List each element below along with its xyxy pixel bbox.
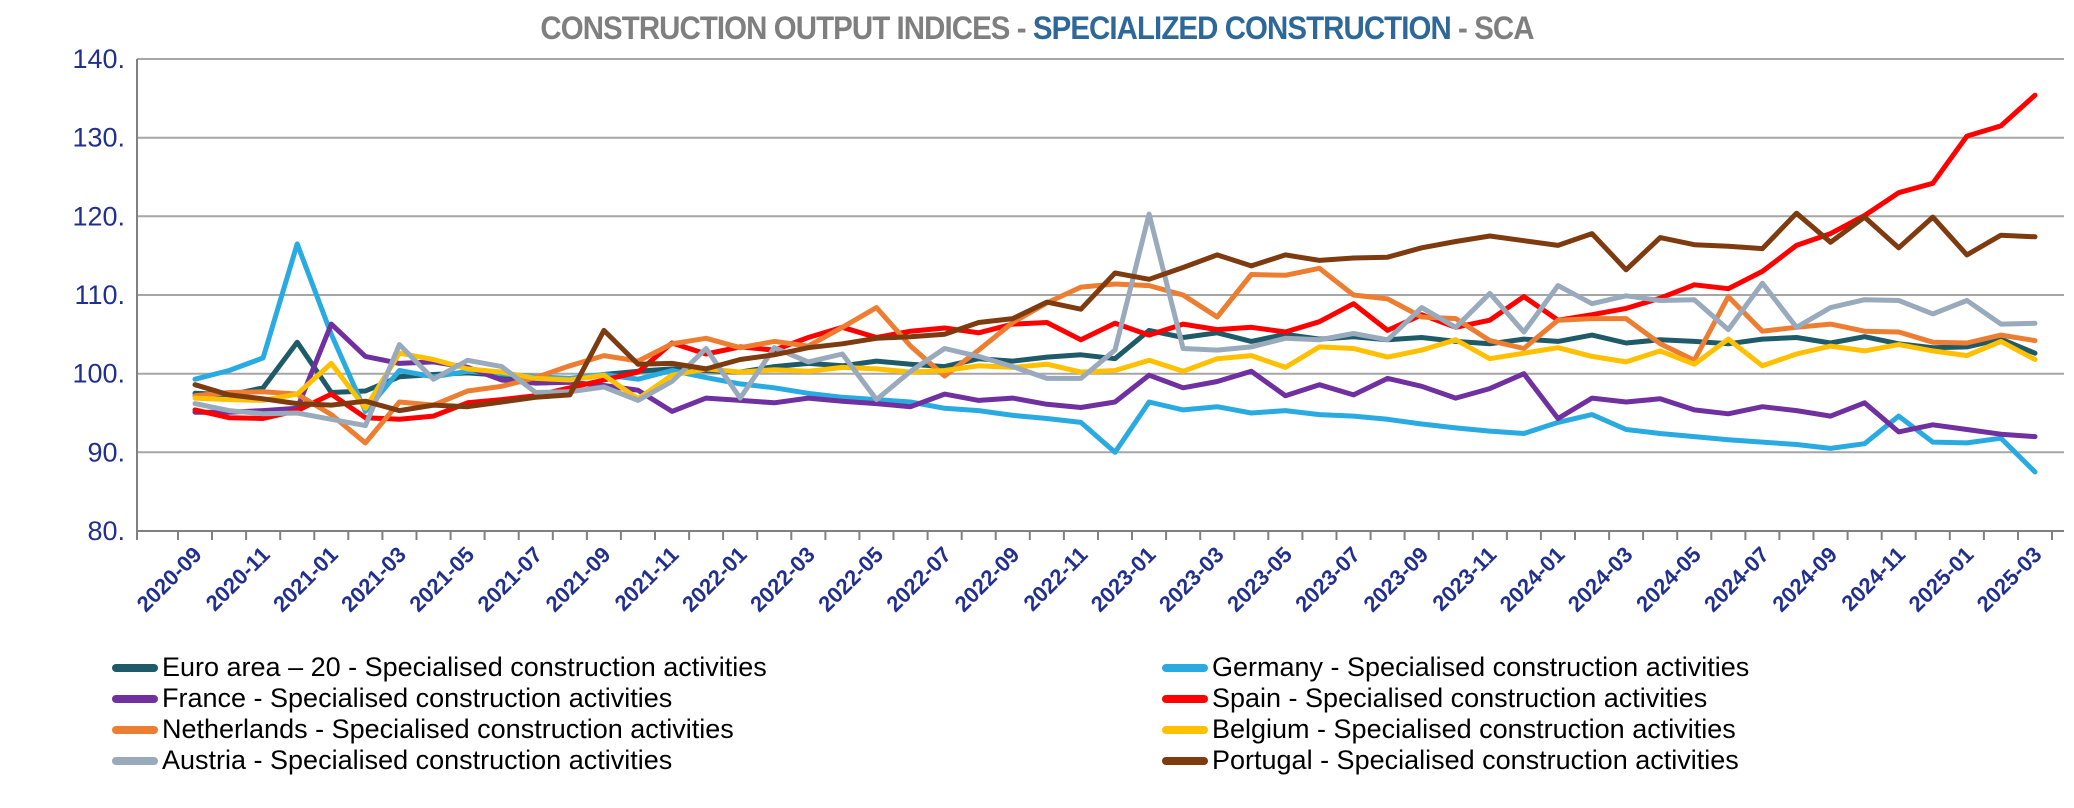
legend-label: Belgium - Specialised construction activ… <box>1212 714 1736 744</box>
y-axis-tick-label: 120. <box>72 201 125 231</box>
y-axis-tick-label: 80. <box>87 516 125 546</box>
chart-svg: 80. 90. 100. 110. 120. 130. 140. 2020-092020-11… <box>72 44 2064 617</box>
series-line-7 <box>192 210 2038 414</box>
x-axis-tick-label: 2025-01 <box>1904 542 1979 617</box>
y-axis-tick-label: 130. <box>72 123 125 153</box>
x-axis-tick-label: 2020-09 <box>132 542 207 617</box>
legend-label: Portugal - Specialised construction acti… <box>1212 745 1739 775</box>
x-axis-tick-label: 2021-07 <box>472 542 547 617</box>
legend-item: Spain - Specialised construction activit… <box>1162 683 1749 714</box>
legend-item: France - Specialised construction activi… <box>112 683 767 714</box>
legend-item: Austria - Specialised construction activ… <box>112 745 767 776</box>
legend-swatch <box>112 756 158 765</box>
x-axis-tick-label: 2022-03 <box>745 542 820 617</box>
x-axis-tick-label: 2024-07 <box>1699 542 1774 617</box>
x-axis-tick-label: 2023-01 <box>1086 542 1161 617</box>
legend-label: Spain - Specialised construction activit… <box>1212 683 1708 713</box>
y-axis-tick-label: 100. <box>72 359 125 389</box>
y-axis-tick-label: 110. <box>74 280 125 310</box>
x-axis-tick-label: 2024-03 <box>1563 542 1638 617</box>
x-axis-tick-label: 2024-11 <box>1836 542 1910 616</box>
x-axis-tick-label: 2021-11 <box>610 542 684 616</box>
x-axis-tick-label: 2023-07 <box>1290 542 1365 617</box>
x-axis-tick-label: 2024-09 <box>1767 542 1842 617</box>
chart-title-highlight: SPECIALIZED CONSTRUCTION <box>1032 10 1452 46</box>
series-line-5 <box>192 336 2038 411</box>
x-axis-tick-label: 2022-07 <box>881 542 956 617</box>
legend: Euro area – 20 - Specialised constructio… <box>0 652 2074 792</box>
x-axis-tick-label: 2023-05 <box>1222 542 1297 617</box>
legend-label: Netherlands - Specialised construction a… <box>162 714 734 744</box>
plot-area: 80. 90. 100. 110. 120. 130. 140. 2020-09 2020-11… <box>72 44 2064 617</box>
legend-label: Austria - Specialised construction activ… <box>162 745 673 775</box>
chart-title: CONSTRUCTION OUTPUT INDICES - SPECIALIZE… <box>83 10 1991 47</box>
x-axis-tick-label: 2022-11 <box>1019 542 1093 616</box>
x-axis-tick-label: 2022-05 <box>813 542 888 617</box>
x-axis-tick-label: 2024-05 <box>1631 542 1706 617</box>
legend-swatch <box>1162 663 1208 672</box>
x-axis-tick-label: 2024-01 <box>1495 542 1570 617</box>
x-axis-tick-label: 2022-09 <box>950 542 1025 617</box>
x-axis-tick-label: 2023-11 <box>1427 542 1501 616</box>
x-axis-tick-label: 2022-01 <box>677 542 752 617</box>
y-axis-tick-label: 140. <box>72 44 125 74</box>
y-axis-tick-label: 90. <box>87 437 125 467</box>
legend-item: Belgium - Specialised construction activ… <box>1162 714 1749 745</box>
legend-label: Euro area – 20 - Specialised constructio… <box>162 652 767 682</box>
x-axis-tick-label: 2025-03 <box>1972 542 2047 617</box>
legend-swatch <box>112 725 158 734</box>
legend-label: France - Specialised construction activi… <box>162 683 673 713</box>
x-axis-tick-label: 2021-03 <box>336 542 411 617</box>
legend-swatch <box>1162 756 1208 765</box>
series-line-6 <box>192 211 2038 429</box>
legend-item: Netherlands - Specialised construction a… <box>112 714 767 745</box>
legend-swatch <box>112 694 158 703</box>
legend-item: Euro area – 20 - Specialised constructio… <box>112 652 767 683</box>
chart-title-prefix: CONSTRUCTION OUTPUT INDICES - <box>540 10 1033 46</box>
x-axis-tick-label: 2021-09 <box>541 542 616 617</box>
legend-swatch <box>1162 725 1208 734</box>
x-axis-tick-label: 2023-03 <box>1154 542 1229 617</box>
series-line-2 <box>192 321 2038 440</box>
series-line-4 <box>192 265 2038 446</box>
legend-label: Germany - Specialised construction activ… <box>1212 652 1750 682</box>
x-axis-tick-label: 2021-05 <box>404 542 479 617</box>
x-axis-tick-label: 2021-01 <box>268 542 343 617</box>
legend-swatch <box>112 663 158 672</box>
legend-column-right: Germany - Specialised construction activ… <box>1162 652 1749 776</box>
x-axis-tick-label: 2020-11 <box>201 542 275 616</box>
legend-item: Portugal - Specialised construction acti… <box>1162 745 1749 776</box>
chart-title-suffix: - SCA <box>1450 10 1534 46</box>
legend-column-left: Euro area – 20 - Specialised constructio… <box>112 652 767 776</box>
x-axis-tick-label: 2023-09 <box>1358 542 1433 617</box>
legend-swatch <box>1162 694 1208 703</box>
legend-item: Germany - Specialised construction activ… <box>1162 652 1749 683</box>
